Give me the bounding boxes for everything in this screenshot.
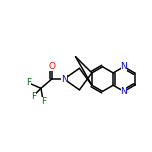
Text: F: F — [31, 92, 36, 100]
Text: N: N — [61, 75, 67, 84]
Text: F: F — [41, 97, 46, 106]
Text: N: N — [121, 62, 127, 71]
Text: O: O — [48, 62, 55, 71]
Text: N: N — [121, 87, 127, 96]
Text: F: F — [26, 78, 31, 87]
